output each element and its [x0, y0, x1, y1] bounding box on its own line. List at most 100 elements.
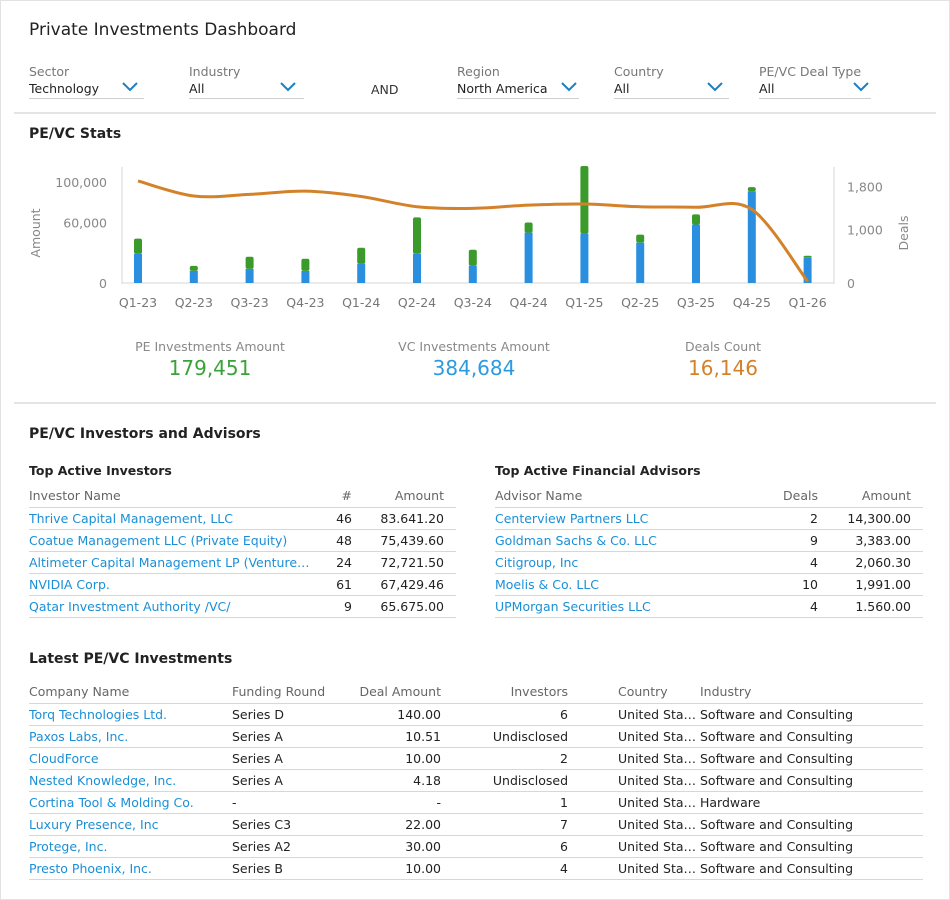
vc-bar[interactable] — [468, 265, 477, 283]
table-row[interactable]: Presto Phoenix, Inc. Series B 10.00 4 United… — [29, 856, 923, 880]
investor-name-header[interactable]: Investor Name — [29, 488, 121, 504]
country-filter[interactable]: Country All — [614, 64, 729, 99]
pe-bar[interactable] — [301, 258, 310, 271]
table-row[interactable]: Qatar Investment Authority /VC/9 65.675.0… — [29, 594, 456, 618]
country-header[interactable]: Country — [618, 684, 668, 700]
deal-type-filter-value[interactable]: All — [759, 81, 775, 96]
advisor-amount-cell: 2,060.30 — [818, 550, 923, 573]
table-row[interactable]: Altimeter Capital Management LP (Venture… — [29, 550, 456, 573]
table-row[interactable]: Centerview Partners LLC 2 14,300.00 — [495, 506, 923, 529]
company-name-link[interactable]: CloudForce — [29, 746, 232, 769]
industry-filter-value[interactable]: All — [189, 81, 205, 96]
funding-round-cell: Series A — [232, 724, 332, 747]
company-name-header[interactable]: Company Name — [29, 684, 130, 700]
investors-count-cell: 1 — [441, 790, 568, 813]
pe-bar[interactable] — [468, 249, 477, 266]
industry-filter[interactable]: Industry All — [189, 64, 304, 99]
investors-count-cell: 2 — [441, 746, 568, 769]
investor-count-header[interactable]: # — [341, 488, 352, 504]
chevron-down-icon[interactable] — [707, 82, 723, 92]
region-filter-value[interactable]: North America — [457, 81, 548, 96]
company-name-link[interactable]: Protege, Inc. — [29, 834, 232, 857]
table-row[interactable]: Citigroup, Inc 4 2,060.30 — [495, 550, 923, 573]
section-divider — [14, 402, 936, 404]
investor-amount-header[interactable]: Amount — [394, 488, 444, 504]
vc-bar[interactable] — [692, 224, 700, 283]
vc-bar[interactable] — [803, 257, 812, 283]
deal-amount-header[interactable]: Deal Amount — [359, 684, 441, 700]
investor-name-link[interactable]: Coatue Management LLC (Private Equity) — [29, 528, 312, 551]
table-row[interactable]: NVIDIA Corp. 61 67,429.46 — [29, 572, 456, 595]
table-row[interactable]: Paxos Labs, Inc. Series A 10.51 Undisclosed… — [29, 724, 923, 747]
sector-filter-value[interactable]: Technology — [29, 81, 100, 96]
table-row[interactable]: Thrive Capital Management, LLC 46 83.641.2… — [29, 506, 456, 529]
table-row[interactable]: Nested Knowledge, Inc. Series A 4.18 Undisc… — [29, 768, 923, 791]
advisor-name-link[interactable]: Goldman Sachs & Co. LLC — [495, 528, 735, 551]
table-row[interactable]: Protege, Inc. Series A2 30.00 6 United State… — [29, 834, 923, 857]
vc-bar[interactable] — [301, 270, 310, 283]
investors-section-title: PE/VC Investors and Advisors — [29, 426, 261, 442]
company-name-link[interactable]: Presto Phoenix, Inc. — [29, 856, 232, 880]
pe-bar[interactable] — [245, 256, 254, 269]
advisor-amount-header[interactable]: Amount — [861, 488, 911, 504]
chevron-down-icon[interactable] — [853, 82, 869, 92]
vc-bar[interactable] — [189, 270, 198, 283]
table-row[interactable]: Coatue Management LLC (Private Equity) 48… — [29, 528, 456, 551]
table-row[interactable]: Cortina Tool & Molding Co. - -1 United Stat… — [29, 790, 923, 813]
advisor-name-link[interactable]: UPMorgan Securities LLC — [495, 594, 735, 618]
investors-header[interactable]: Investors — [510, 684, 568, 700]
company-name-link[interactable]: Luxury Presence, Inc — [29, 812, 232, 835]
region-filter[interactable]: Region North America — [457, 64, 579, 99]
vc-bar[interactable] — [747, 191, 756, 283]
vc-bar[interactable] — [580, 233, 589, 283]
advisor-name-link[interactable]: Citigroup, Inc — [495, 550, 735, 573]
table-row[interactable]: Moelis & Co. LLC 10 1,991.00 — [495, 572, 923, 595]
investor-name-link[interactable]: Qatar Investment Authority /VC/ — [29, 594, 312, 618]
investor-name-link[interactable]: Thrive Capital Management, LLC — [29, 506, 312, 529]
company-name-link[interactable]: Nested Knowledge, Inc. — [29, 768, 232, 791]
table-row[interactable]: CloudForce Series A 10.00 2 United States Sof… — [29, 746, 923, 769]
advisor-name-header[interactable]: Advisor Name — [495, 488, 583, 504]
company-name-link[interactable]: Cortina Tool & Molding Co. — [29, 790, 232, 813]
deal-amount-cell: - — [332, 790, 441, 813]
industry-cell: Software and Consulting — [700, 702, 923, 725]
company-name-link[interactable]: Torq Technologies Ltd. — [29, 702, 232, 725]
vc-bar[interactable] — [636, 242, 645, 283]
vc-bar[interactable] — [245, 268, 254, 283]
chevron-down-icon[interactable] — [280, 82, 296, 92]
table-row[interactable]: Torq Technologies Ltd. Series D 140.00 6 Uni… — [29, 702, 923, 725]
pe-bar[interactable] — [636, 234, 645, 243]
vc-bar[interactable] — [524, 232, 533, 283]
investor-amount-cell: 65.675.00 — [352, 594, 456, 618]
pe-bar[interactable] — [524, 222, 533, 233]
table-row[interactable]: UPMorgan Securities LLC 4 1.560.00 — [495, 594, 923, 618]
investor-name-link[interactable]: NVIDIA Corp. — [29, 572, 312, 595]
company-name-link[interactable]: Paxos Labs, Inc. — [29, 724, 232, 747]
country-filter-value[interactable]: All — [614, 81, 630, 96]
table-row[interactable]: Goldman Sachs & Co. LLC 9 3,383.00 — [495, 528, 923, 551]
vc-bar[interactable] — [134, 253, 142, 283]
pe-bar[interactable] — [692, 214, 700, 225]
investor-amount-cell: 75,439.60 — [352, 528, 456, 551]
pe-bar[interactable] — [134, 238, 142, 254]
pe-bar[interactable] — [580, 165, 589, 234]
table-row[interactable]: Luxury Presence, Inc Series C3 22.00 7 Unite… — [29, 812, 923, 835]
pe-bar[interactable] — [357, 247, 366, 264]
advisor-name-link[interactable]: Centerview Partners LLC — [495, 506, 735, 529]
chevron-down-icon[interactable] — [561, 82, 577, 92]
funding-round-header[interactable]: Funding Round — [232, 684, 326, 700]
deal-type-filter[interactable]: PE/VC Deal Type All — [759, 64, 871, 99]
pe-bar[interactable] — [747, 187, 756, 192]
pe-bar[interactable] — [189, 265, 198, 271]
vc-bar[interactable] — [357, 263, 366, 283]
pe-bar[interactable] — [803, 255, 812, 258]
investor-name-link[interactable]: Altimeter Capital Management LP (Venture… — [29, 550, 312, 573]
country-cell: United States — [568, 790, 700, 813]
advisor-name-link[interactable]: Moelis & Co. LLC — [495, 572, 735, 595]
advisor-deals-header[interactable]: Deals — [783, 488, 818, 504]
vc-bar[interactable] — [413, 253, 421, 283]
chevron-down-icon[interactable] — [122, 82, 138, 92]
industry-header[interactable]: Industry — [700, 684, 752, 700]
pe-bar[interactable] — [413, 217, 421, 254]
sector-filter[interactable]: Sector Technology — [29, 64, 144, 99]
